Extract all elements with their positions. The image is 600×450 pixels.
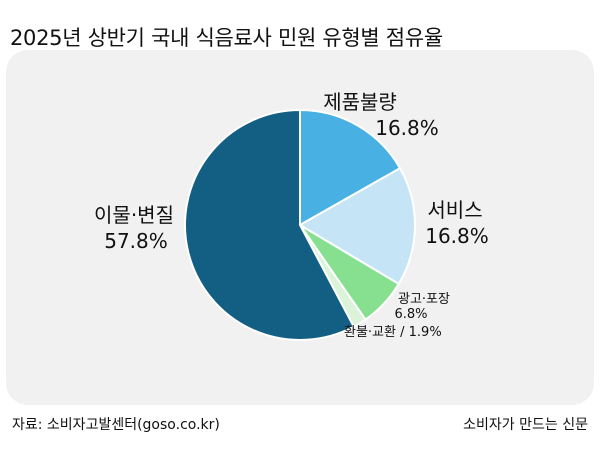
slice-label-name: 서비스 (427, 198, 482, 222)
slice-label-value: 6.8% (394, 307, 427, 322)
slice-label-name-value: 환불·교환 / 1.9% (344, 325, 442, 340)
pie-slice-2 (299, 167, 416, 285)
slice-label-value: 57.8% (104, 229, 168, 253)
slice-label-value: 16.8% (375, 116, 439, 140)
source-note: 자료: 소비자고발센터(goso.co.kr) (12, 417, 220, 433)
slice-label-value: 16.8% (425, 224, 489, 248)
pie-slice-5 (184, 109, 355, 341)
pie-slice-1 (299, 109, 402, 226)
slice-label-name: 환불·교환 (344, 325, 396, 340)
publisher-tagline: 소비자가 만드는 신문 (463, 417, 588, 433)
slice-label-value: 1.9% (409, 325, 442, 340)
slice-label-sep: / (396, 325, 409, 340)
slice-label-name: 이물·변질 (94, 203, 174, 227)
chart-title: 2025년 상반기 국내 식음료사 민원 유형별 점유율 (10, 26, 443, 50)
slice-label-name: 제품불량 (323, 90, 397, 114)
slice-label-name: 광고·포장 (398, 292, 450, 307)
